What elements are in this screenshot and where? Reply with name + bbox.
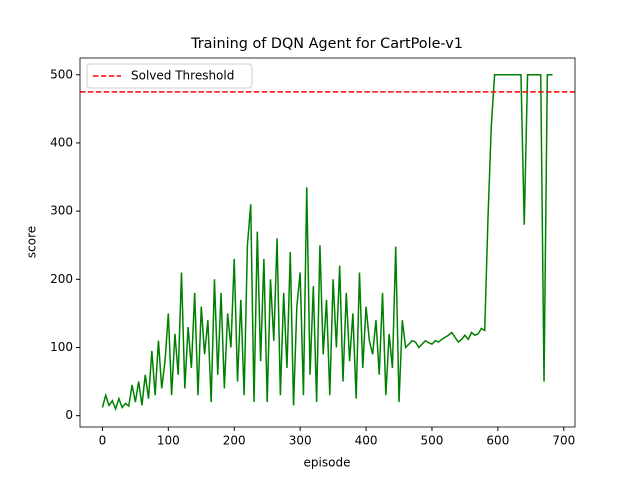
- y-tick-label: 200: [50, 272, 73, 286]
- legend-box: [86, 63, 253, 89]
- y-tick-label: 300: [50, 204, 73, 218]
- x-tick-label: 300: [289, 434, 312, 448]
- x-tick-label: 400: [355, 434, 378, 448]
- x-tick-label: 600: [486, 434, 509, 448]
- line: [101, 74, 553, 412]
- y-tick-label: 0: [65, 408, 73, 422]
- x-tick-label: 100: [157, 434, 180, 448]
- chart-title: Training of DQN Agent for CartPole-v1: [190, 36, 463, 52]
- x-axis-label: episode: [304, 456, 351, 470]
- x-tick-label: 0: [99, 434, 107, 448]
- x-tick-label: 500: [421, 434, 444, 448]
- x-tick-label: 200: [223, 434, 246, 448]
- y-axis-label: score: [25, 226, 39, 258]
- axes-frame: [79, 57, 576, 428]
- y-tick-label: 400: [50, 135, 73, 149]
- y-tick-label: 500: [50, 67, 73, 81]
- legend-label: Solved Threshold: [131, 69, 234, 83]
- x-tick-label: 700: [552, 434, 575, 448]
- y-tick-label: 100: [50, 340, 73, 354]
